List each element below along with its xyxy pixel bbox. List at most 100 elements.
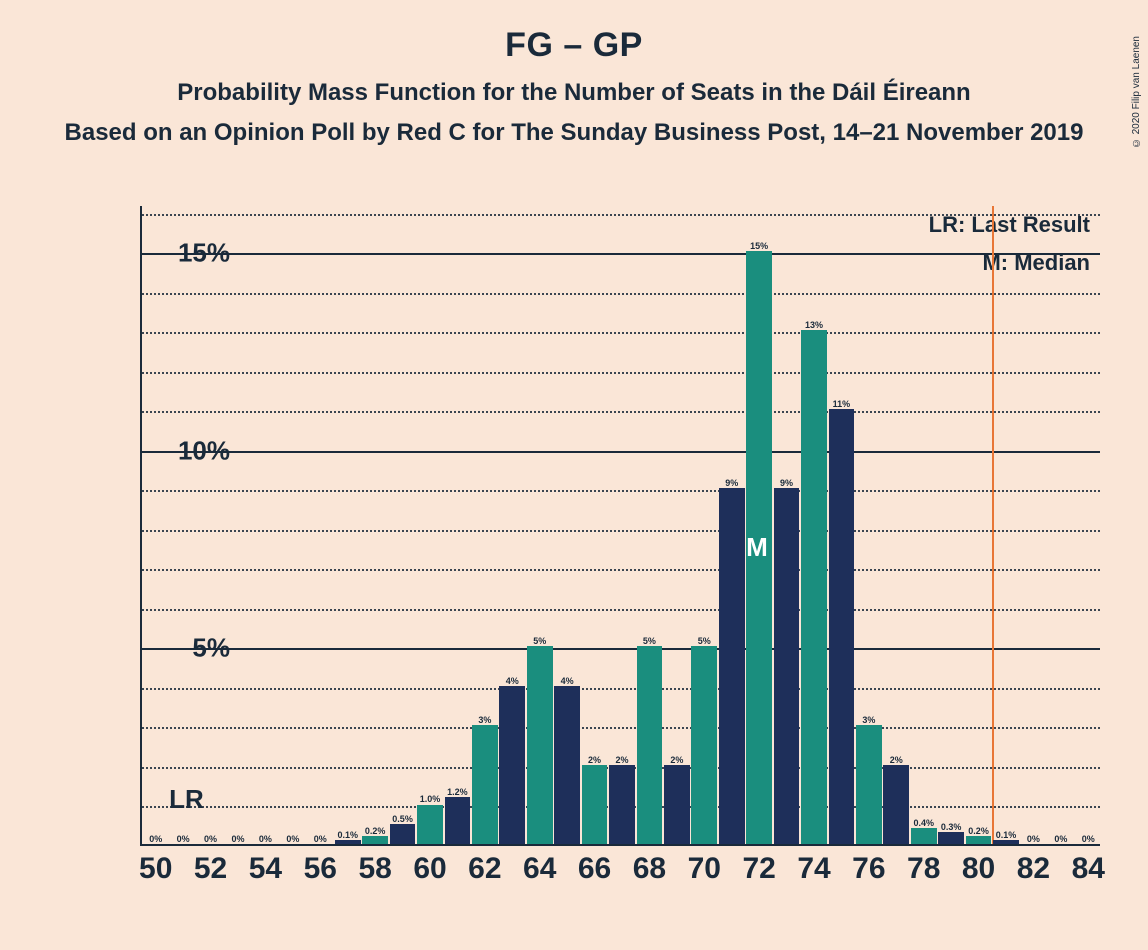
bar-value-label: 4% [506,676,519,686]
bar-value-label: 0.2% [365,826,386,836]
bar [582,765,608,844]
bar-value-label: 9% [725,478,738,488]
bar-value-label: 15% [750,241,768,251]
bar-value-label: 1.2% [447,787,468,797]
bar-value-label: 0.2% [968,826,989,836]
bar [829,409,855,844]
x-axis-tick: 80 [962,852,995,886]
gridline-minor [142,609,1100,611]
bar-value-label: 11% [833,399,851,409]
bar-value-label: 0% [1027,834,1040,844]
chart-title: FG – GP [0,26,1148,65]
last-result-marker: LR [169,784,204,815]
x-axis-tick: 72 [742,852,775,886]
bar [719,488,745,844]
bar [527,646,553,844]
chart-subtitle-1: Probability Mass Function for the Number… [0,79,1148,107]
gridline-major [142,648,1100,650]
gridline-minor [142,293,1100,295]
bar-value-label: 2% [670,755,683,765]
gridline-major [142,253,1100,255]
gridline-minor [142,332,1100,334]
bar-value-label: 0% [204,834,217,844]
x-axis-tick: 50 [139,852,172,886]
x-axis-tick: 84 [1072,852,1105,886]
bar-value-label: 0.3% [941,822,962,832]
y-axis-tick: 15% [140,238,230,269]
gridline-minor [142,569,1100,571]
bar-value-label: 0% [231,834,244,844]
bar-value-label: 5% [643,636,656,646]
bar [993,840,1019,844]
x-axis-tick: 56 [304,852,337,886]
plot-region: LR: Last Result M: Median 5%10%15%0%0%0%… [140,206,1100,846]
bar [554,686,580,844]
gridline-minor [142,727,1100,729]
bar-value-label: 0.1% [996,830,1017,840]
bar-value-label: 2% [615,755,628,765]
legend-lr: LR: Last Result [929,212,1090,238]
bar-value-label: 0% [259,834,272,844]
x-axis-tick: 74 [797,852,830,886]
gridline-minor [142,372,1100,374]
x-axis-tick: 58 [358,852,391,886]
x-axis-tick: 70 [688,852,721,886]
x-axis-tick: 60 [413,852,446,886]
bar-value-label: 5% [698,636,711,646]
bar-value-label: 0% [177,834,190,844]
bar-value-label: 0% [286,834,299,844]
x-axis-tick: 66 [578,852,611,886]
bar [472,725,498,844]
bar [883,765,909,844]
bar [417,805,443,845]
bar [335,840,361,844]
copyright-text: © 2020 Filip van Laenen [1131,36,1142,148]
chart-subtitle-2: Based on an Opinion Poll by Red C for Th… [0,119,1148,147]
bar [637,646,663,844]
bar-value-label: 3% [862,715,875,725]
bar-value-label: 2% [890,755,903,765]
x-axis-tick: 82 [1017,852,1050,886]
majority-threshold-line [992,206,994,844]
x-axis-tick: 64 [523,852,556,886]
bar-value-label: 3% [478,715,491,725]
x-axis-tick: 62 [468,852,501,886]
x-axis-tick: 76 [852,852,885,886]
bar-value-label: 0.4% [913,818,934,828]
gridline-minor [142,530,1100,532]
bar-value-label: 2% [588,755,601,765]
chart-area: LR: Last Result M: Median 5%10%15%0%0%0%… [40,206,1110,906]
bar [445,797,471,844]
bar-value-label: 0% [314,834,327,844]
bar-value-label: 0% [1054,834,1067,844]
bar-value-label: 0% [149,834,162,844]
gridline-minor [142,490,1100,492]
bar [691,646,717,844]
x-axis-tick: 52 [194,852,227,886]
y-axis-tick: 5% [140,633,230,664]
bar [499,686,525,844]
bar-value-label: 0.1% [337,830,358,840]
bar [774,488,800,844]
bar-value-label: 4% [561,676,574,686]
bar [938,832,964,844]
bar [966,836,992,844]
x-axis-tick: 68 [633,852,666,886]
bar-value-label: 0% [1082,834,1095,844]
gridline-minor [142,688,1100,690]
median-marker: M [746,532,768,563]
x-axis-tick: 78 [907,852,940,886]
bar [856,725,882,844]
gridline-minor [142,214,1100,216]
y-axis-tick: 10% [140,435,230,466]
bar-value-label: 9% [780,478,793,488]
bar [664,765,690,844]
bar [390,824,416,844]
gridline-major [142,451,1100,453]
bar [801,330,827,844]
gridline-minor [142,411,1100,413]
bar [362,836,388,844]
bar [911,828,937,844]
x-axis-tick: 54 [249,852,282,886]
bar-value-label: 5% [533,636,546,646]
